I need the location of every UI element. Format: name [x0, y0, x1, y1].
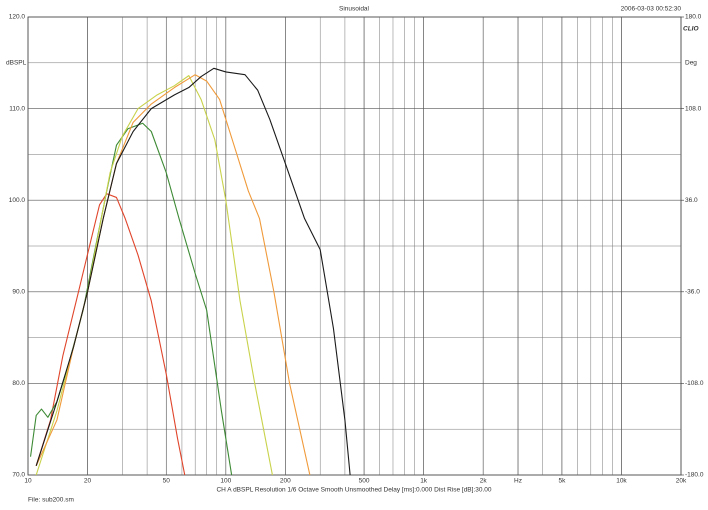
plot-lines: [29, 67, 351, 475]
x-tick-label: 10k: [616, 478, 627, 485]
y2-tick-label: -180.0: [685, 472, 704, 479]
logo: CLIO: [683, 26, 699, 33]
chart-title: Sinusoidal: [339, 6, 370, 13]
y-tick-label: 110.0: [9, 105, 25, 112]
y2-tick-label: -108.0: [685, 380, 704, 387]
y-axis-label: dBSPL: [6, 60, 27, 67]
x-tick-label: 20: [84, 478, 92, 485]
y2-tick-label: 36.0: [685, 197, 698, 204]
y-tick-label: 80.0: [12, 380, 25, 387]
y-tick-label: 90.0: [12, 289, 25, 296]
file-name: File: sub200.sm: [28, 497, 74, 504]
x-tick-label: 500: [359, 478, 370, 485]
x-tick-label: 5k: [558, 478, 566, 485]
x-tick-label: 1k: [420, 478, 428, 485]
footer: CH A dBSPL Resolution 1/6 Octave Smooth …: [216, 487, 491, 494]
y2-axis-label: Deg: [685, 60, 697, 67]
timestamp: 2006-03-03 00:52:30: [621, 6, 682, 13]
x-tick-label: 50: [163, 478, 171, 485]
x-tick-label: 2k: [480, 478, 488, 485]
y2-tick-label: -36.0: [685, 289, 700, 296]
y-tick-label: 100.0: [9, 197, 26, 204]
x-tick-label: Hz: [514, 478, 522, 485]
x-tick-label: 100: [220, 478, 231, 485]
response-curve: [29, 122, 233, 475]
x-tick-label: 200: [280, 478, 291, 485]
x-tick-label: 20k: [676, 478, 687, 485]
x-tick-label: 10: [24, 478, 32, 485]
y2-tick-label: 108.0: [685, 105, 702, 112]
y-tick-label: 70.0: [12, 472, 25, 479]
response-curve: [35, 193, 186, 475]
y2-tick-label: 180.0: [685, 14, 702, 21]
response-curve: [35, 67, 351, 475]
y-tick-label: 120.0: [9, 14, 26, 21]
